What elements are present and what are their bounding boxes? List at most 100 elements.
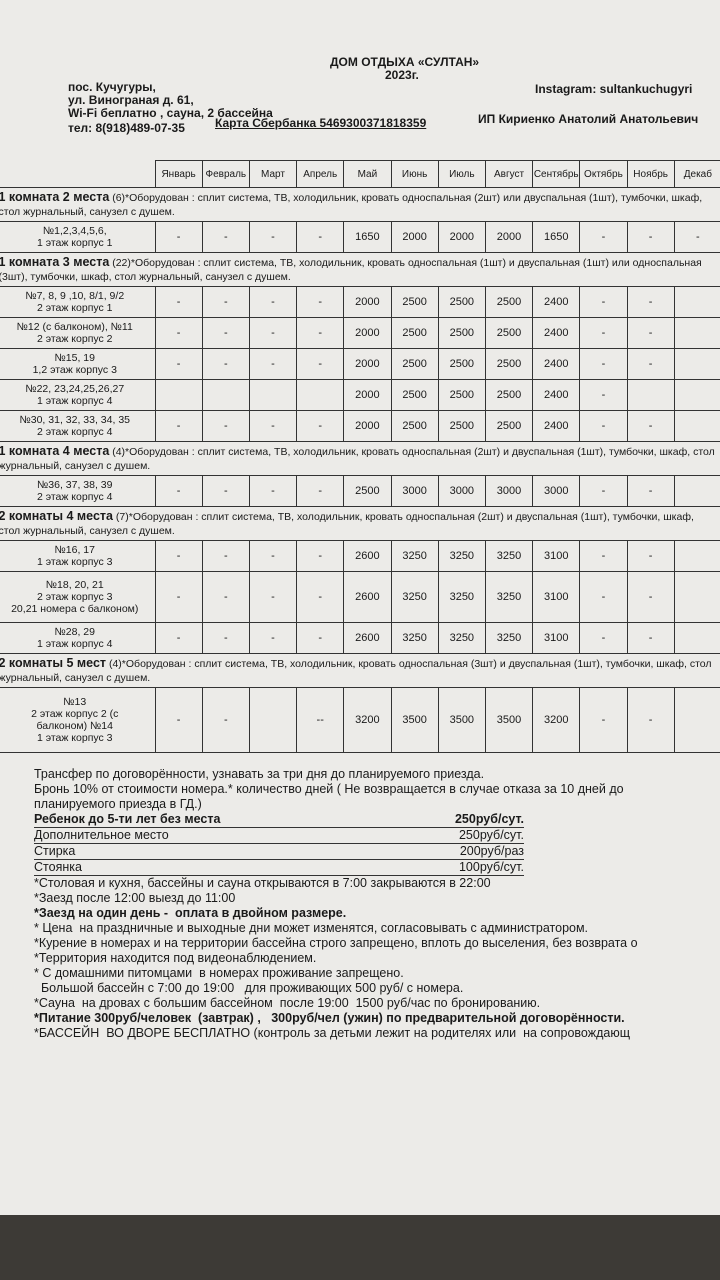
price: 3250: [390, 622, 439, 654]
price: 3100: [532, 571, 581, 623]
room-row: №18, 20, 21 2 этаж корпус 3 20,21 номера с…: [0, 571, 720, 623]
note: Бронь 10% от стоимости номера.* количест…: [34, 782, 624, 811]
room-label-line: №22, 23,24,25,26,27: [25, 383, 125, 395]
section-count: (6)*: [112, 192, 130, 204]
room-label-line: 2 этаж корпус 3: [36, 591, 113, 603]
section-title: 2 комнаты 4 места: [0, 509, 113, 523]
price: 2500: [484, 286, 534, 318]
rule: Большой бассейн с 7:00 до 19:00 для прож…: [34, 981, 464, 995]
section-row: 2 комнаты 5 мест (4)*Оборудован : сплит …: [0, 653, 720, 688]
room-label: №30, 31, 32, 33, 34, 35 2 этаж корпус 4: [0, 410, 156, 442]
price: 3250: [390, 571, 439, 623]
year: 2023г.: [385, 68, 419, 82]
price: [296, 379, 345, 411]
price: -: [248, 317, 298, 349]
price: -: [296, 622, 345, 654]
price: -: [154, 540, 203, 572]
month: Сентябрь: [532, 160, 581, 188]
price: 3250: [484, 622, 534, 654]
room-label-line: №30, 31, 32, 33, 34, 35: [19, 414, 130, 426]
room-label: №36, 37, 38, 39 2 этаж корпус 4: [0, 475, 156, 507]
price: 2000: [484, 221, 534, 253]
price: [248, 379, 298, 411]
price: -: [201, 622, 250, 654]
price: -: [579, 571, 628, 623]
fee-name: Стоянка: [34, 860, 82, 874]
price: -: [154, 348, 203, 380]
price: [673, 348, 720, 380]
month: Июнь: [390, 160, 439, 188]
price: 2400: [532, 317, 581, 349]
room-label: №18, 20, 21 2 этаж корпус 3 20,21 номера с…: [0, 571, 156, 623]
room-label-line: №28, 29: [54, 626, 95, 638]
price: 2600: [343, 540, 392, 572]
price: [673, 687, 720, 753]
price: 3250: [484, 571, 534, 623]
price: -: [296, 317, 345, 349]
price: [673, 475, 720, 507]
price: -: [201, 687, 250, 753]
price: -: [626, 221, 675, 253]
room-row: №1,2,3,4,5,6, 1 этаж корпус 1- - - -1650 2000…: [0, 221, 720, 253]
section-description: Оборудован : сплит система, ТВ, холодиль…: [0, 511, 694, 537]
price: -: [626, 687, 675, 753]
price: -: [201, 317, 250, 349]
room-row: №13 2 этаж корпус 2 (с балконом) №14 1 этаж…: [0, 687, 720, 753]
month: Июль: [437, 160, 486, 188]
owner: ИП Кириенко Анатолий Анатольевич: [478, 112, 699, 126]
price: -: [201, 410, 250, 442]
price: [201, 379, 250, 411]
fee-name: Стирка: [34, 844, 76, 858]
month: Август: [484, 160, 534, 188]
price: 3250: [390, 540, 439, 572]
room-label-line: 2 этаж корпус 2: [36, 333, 113, 345]
price: -: [296, 348, 345, 380]
rule: *Столовая и кухня, бассейны и сауна откр…: [34, 876, 491, 890]
price: -: [154, 317, 203, 349]
price: 2500: [484, 379, 534, 411]
price: [154, 379, 203, 411]
price: 2500: [390, 379, 439, 411]
section-row: 1 комната 2 места (6)*Оборудован : сплит…: [0, 187, 720, 222]
price: -: [296, 540, 345, 572]
price: 1650: [343, 221, 392, 253]
price: 2500: [390, 317, 439, 349]
section-description: Оборудован : сплит система, ТВ, холодиль…: [0, 192, 703, 218]
price: -: [201, 286, 250, 318]
fee: Стоянка 100руб/сут.: [34, 860, 524, 876]
rule: * С домашними питомцами в номерах прожив…: [34, 966, 404, 980]
room-row: №12 (с балконом), №11 2 этаж корпус 2----…: [0, 317, 720, 349]
price: 2500: [437, 286, 486, 318]
price: 3500: [390, 687, 439, 753]
fee-price: 250руб/сут.: [458, 828, 524, 842]
price: 2500: [437, 348, 486, 380]
price: -: [248, 475, 298, 507]
price: -: [154, 410, 203, 442]
corner-cell: [0, 161, 155, 188]
section-title: 1 комната 4 места: [0, 444, 110, 458]
price: 3250: [437, 622, 486, 654]
room-label-line: балконом) №14: [36, 720, 113, 732]
price: -: [626, 348, 675, 380]
price: 3250: [437, 571, 486, 623]
section-description: Оборудован : сплит система, ТВ, холодиль…: [0, 658, 712, 684]
price: -: [248, 571, 298, 623]
section-title: 1 комната 3 места: [0, 255, 110, 269]
price: 3200: [343, 687, 392, 753]
price: 2000: [343, 410, 392, 442]
room-row: №36, 37, 38, 39 2 этаж корпус 4- - - -2500 30…: [0, 475, 720, 507]
room-label-line: 1 этаж корпус 3: [36, 556, 113, 568]
room-label-line: №7, 8, 9 ,10, 8/1, 9/2: [25, 290, 125, 302]
price: -: [579, 317, 628, 349]
section-count: (22)*: [112, 257, 135, 269]
rule: *Курение в номерах и на территории бассе…: [34, 936, 638, 950]
section-count: (4)*: [108, 658, 126, 670]
price: -: [626, 317, 675, 349]
price: -: [579, 286, 628, 318]
price: [673, 410, 720, 442]
price: -: [248, 221, 298, 253]
room-label-line: 1 этаж корпус 4: [36, 638, 113, 650]
price: 3200: [532, 687, 581, 753]
price: 1650: [532, 221, 581, 253]
